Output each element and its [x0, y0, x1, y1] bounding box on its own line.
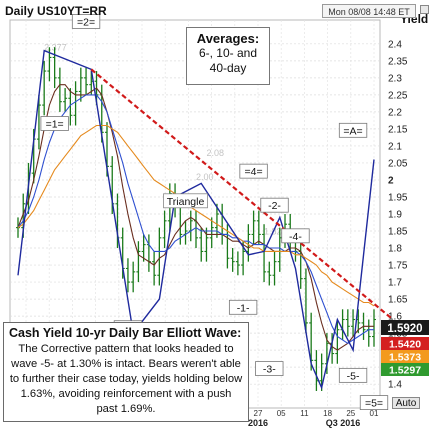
- auto-scale-button[interactable]: Auto: [392, 397, 420, 409]
- pattern-label: Triangle: [167, 196, 205, 208]
- price-box-label: 1.5297: [389, 365, 421, 377]
- x-tick-label: 01: [370, 409, 379, 418]
- chart-title: Daily US10YT=RR: [5, 4, 107, 18]
- wave-label-box: [359, 395, 389, 410]
- callout-title: Cash Yield 10-yr Daily Bar Elliott Wave:: [9, 326, 242, 340]
- wave-label-box: [40, 116, 69, 131]
- wave-labels: =2==1==3==4==A=-2--4--1--3--5-=5=Triangl…: [40, 14, 389, 410]
- wave-label: -4-: [289, 231, 302, 243]
- wave-label-box: [228, 299, 258, 315]
- wave-label-box: [71, 14, 101, 29]
- moving-averages: [17, 84, 375, 351]
- y-tick-label: 2.3: [388, 73, 402, 84]
- y-tick-label: 2: [388, 175, 394, 186]
- timestamp-box: Mon 08/08 14:48 ET: [322, 4, 416, 18]
- y-tick-label: 2.25: [388, 90, 408, 101]
- averages-line-2: 40-day: [209, 61, 247, 75]
- wave-label: -2-: [268, 200, 281, 212]
- averages-legend: Averages: 6-, 10- and 40-day: [186, 27, 270, 85]
- ghost-level-label: 2.00: [196, 172, 214, 182]
- price-box-label: 1.5373: [389, 352, 421, 364]
- price-box-label: 1.5420: [389, 339, 421, 351]
- y-tick-label: 1.85: [388, 227, 408, 238]
- wave-label: -3-: [263, 364, 276, 376]
- averages-title: Averages:: [196, 31, 260, 46]
- averages-line-1: 6-, 10- and: [198, 46, 258, 60]
- wave-label-box: [338, 122, 368, 138]
- y-tick-label: 1.9: [388, 210, 402, 221]
- y-tick-label: 1.95: [388, 192, 408, 203]
- ghost-level-layer: 2.377 2.08 2.00 1.829: [44, 43, 286, 237]
- trendline-layer: [90, 68, 394, 320]
- moving-average-40-day: [17, 124, 375, 307]
- wave-label: =2=: [77, 16, 95, 28]
- wave-label: =5=: [365, 398, 383, 410]
- x-tick-label: 05: [277, 409, 286, 418]
- ghost-level-label: 1.829: [264, 226, 287, 236]
- y-tick-label: 1.75: [388, 261, 408, 272]
- commentary-callout: Cash Yield 10-yr Daily Bar Elliott Wave:…: [3, 322, 249, 422]
- y-tick-label: 2.2: [388, 107, 402, 118]
- x-year-label: 2016: [248, 418, 268, 428]
- x-tick-label: 25: [346, 409, 355, 418]
- resistance-trendline: [90, 68, 394, 320]
- wave-label: =A=: [343, 125, 362, 137]
- ghost-level-label: 2.377: [44, 43, 67, 53]
- wave-label-box: [239, 163, 268, 179]
- x-quarter-label: Q3 2016: [326, 418, 361, 428]
- price-box-label: 1.5920: [387, 323, 422, 335]
- wave-label-box: [260, 197, 289, 213]
- price-box-last: [381, 320, 429, 335]
- price-box-green: [381, 363, 429, 376]
- y-tick-label: 2.35: [388, 56, 408, 67]
- wave-label: -1-: [237, 302, 250, 314]
- callout-body: The Corrective pattern that looks headed…: [9, 343, 243, 415]
- wave-label: -5-: [347, 370, 360, 382]
- close-icon[interactable]: [420, 5, 429, 14]
- elliott-wave-path: [17, 49, 375, 390]
- wave-label-box: [255, 361, 284, 376]
- y-tick-label: 1.6: [388, 312, 402, 323]
- moving-average-10-day: [17, 94, 374, 344]
- x-tick-label: 18: [323, 409, 332, 418]
- y-tick-label: 1.8: [388, 244, 402, 255]
- wave-path-layer: [17, 49, 375, 390]
- ghost-level-label: 2.08: [206, 148, 224, 158]
- y-tick-label: 1.4: [388, 380, 402, 391]
- price-box-red: [381, 337, 429, 350]
- price-box-orange: [381, 350, 429, 363]
- wave-label: =1=: [46, 119, 64, 131]
- wave-label: =4=: [245, 166, 263, 178]
- y-tick-label: 2.15: [388, 124, 408, 135]
- x-tick-label: 11: [300, 409, 309, 418]
- y-tick-label: 2.4: [388, 39, 402, 50]
- y-tick-label: 1.65: [388, 295, 408, 306]
- moving-average-6-day: [17, 84, 374, 351]
- y-tick-label: 2.05: [388, 158, 408, 169]
- x-tick-label: 27: [254, 409, 263, 418]
- wave-label-box: [281, 228, 310, 244]
- pattern-label-box: [163, 193, 208, 209]
- y-tick-label: 2.1: [388, 141, 402, 152]
- y-tick-label: 1.7: [388, 278, 402, 289]
- wave-label-box: [338, 367, 368, 383]
